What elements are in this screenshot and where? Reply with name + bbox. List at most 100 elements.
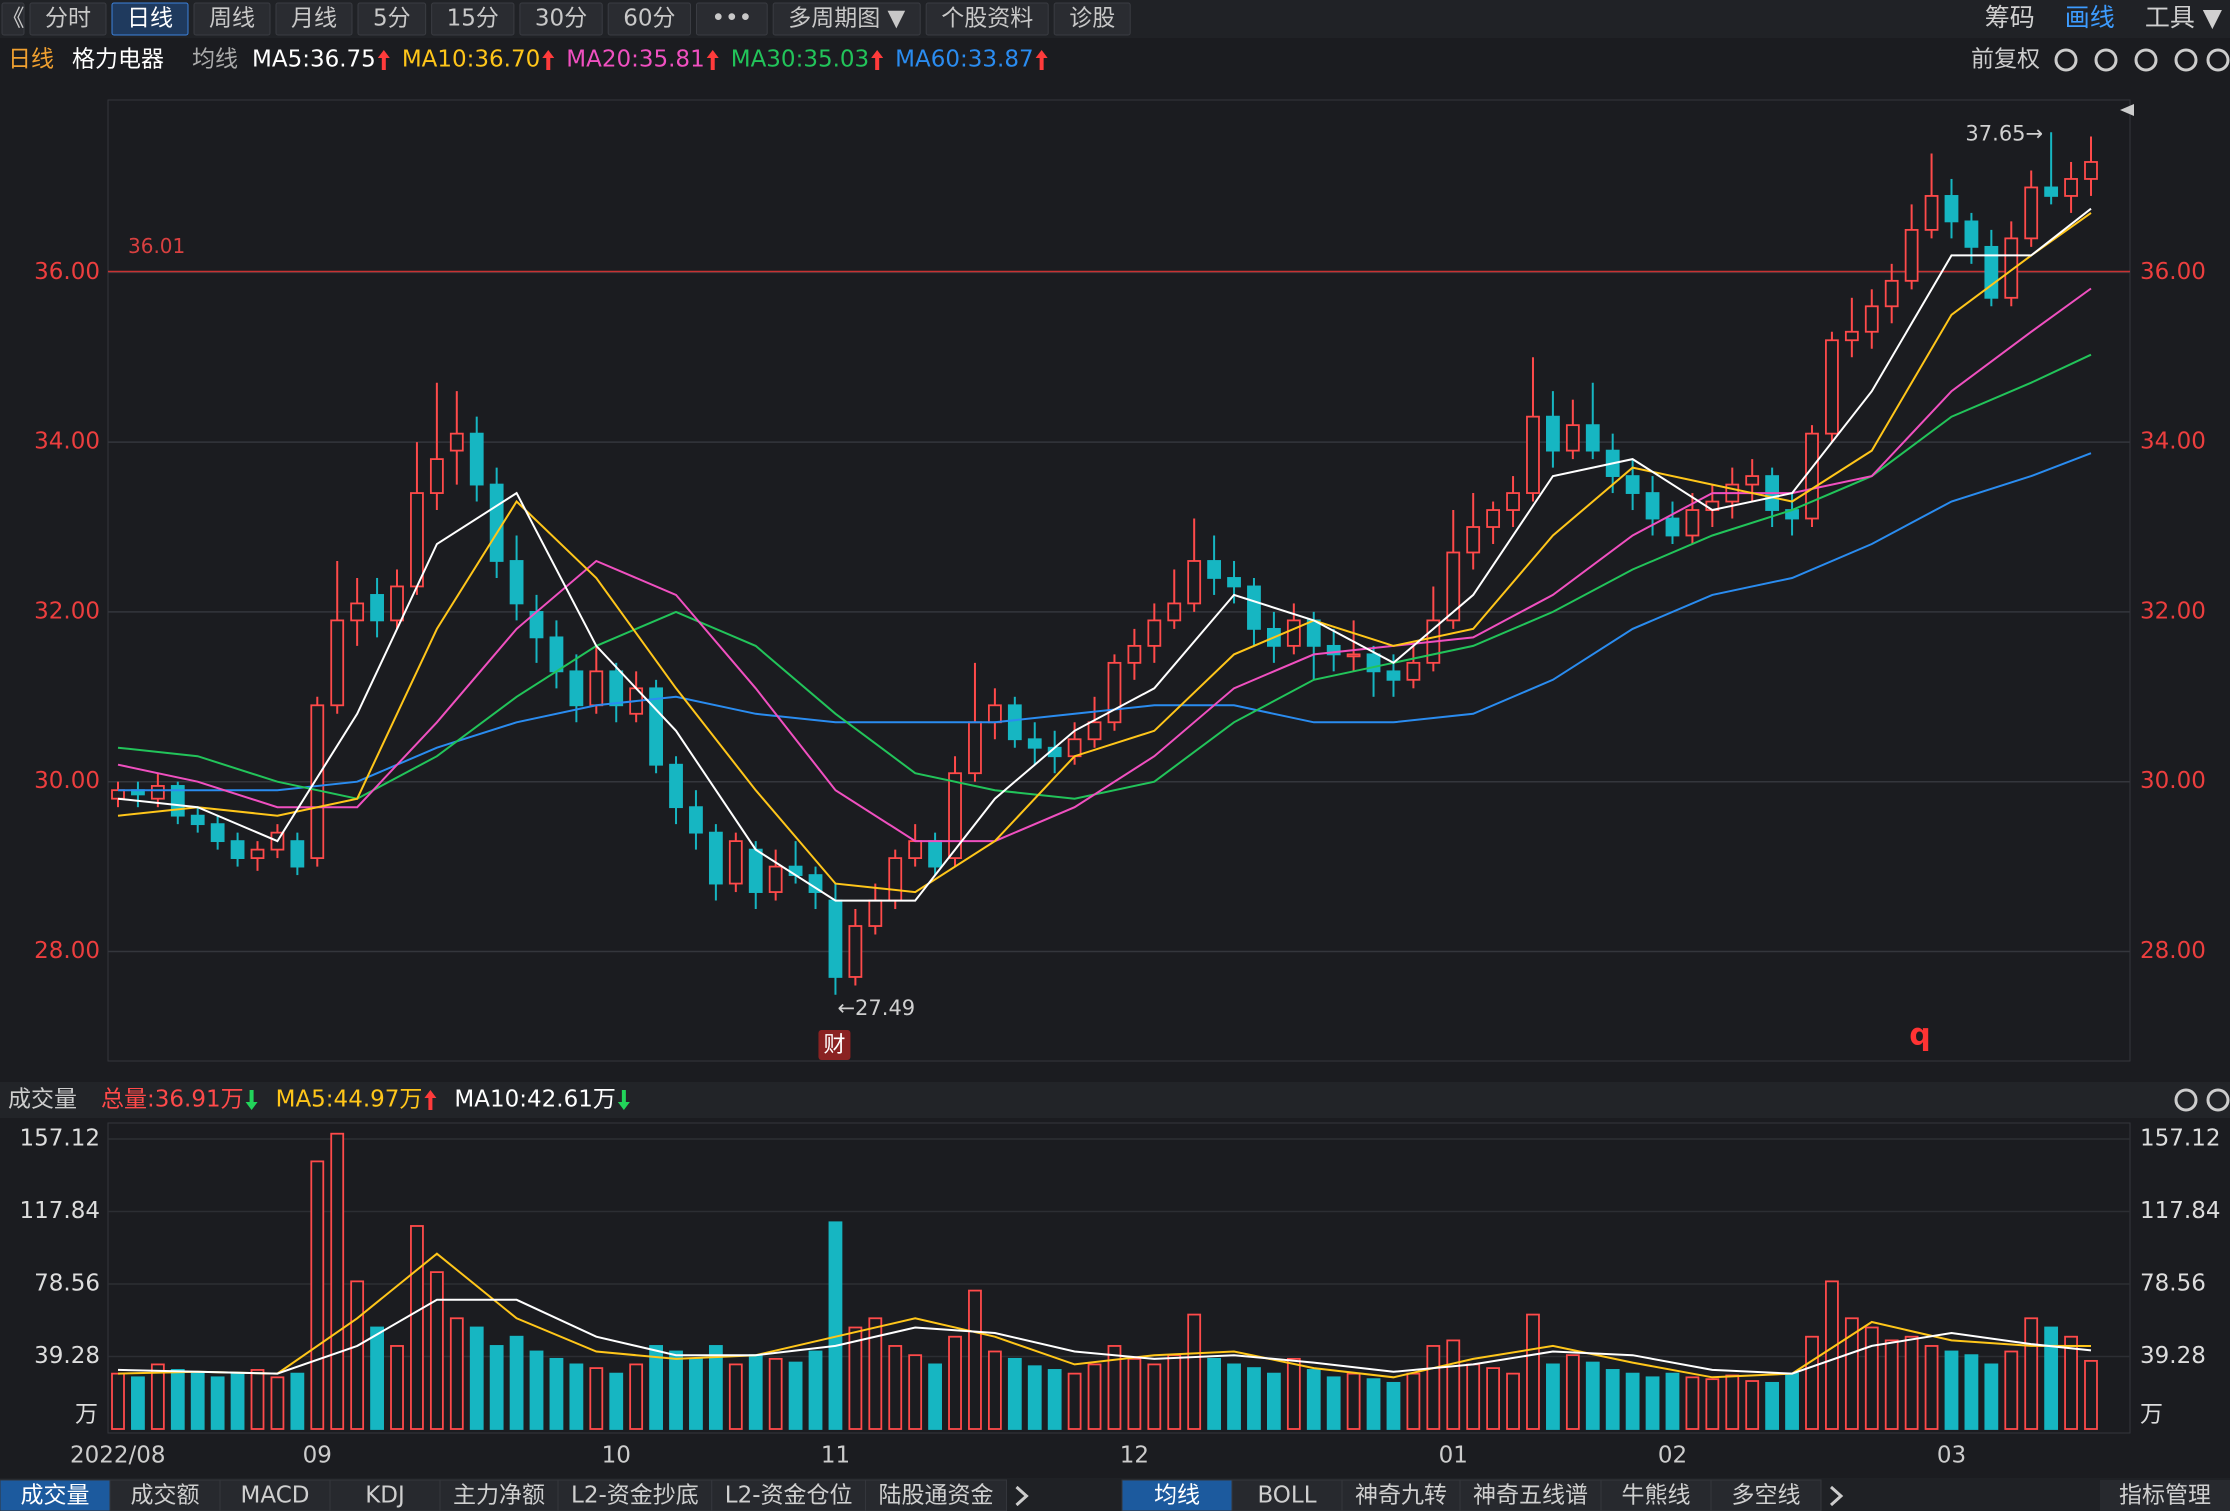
toolbar-button-label: 15分 — [447, 6, 499, 32]
indicator-tab-label[interactable]: L2-资金仓位 — [725, 1483, 853, 1509]
volume-bar — [1765, 1381, 1780, 1430]
indicator-tab[interactable] — [557, 1479, 713, 1511]
indicator-tab[interactable] — [0, 1479, 111, 1511]
header-icon[interactable] — [2134, 48, 2158, 72]
indicator-tab-label[interactable]: MACD — [241, 1483, 310, 1509]
toolbar-button[interactable] — [111, 2, 189, 36]
panel-icon[interactable] — [2174, 1088, 2198, 1112]
indicator-tab-label[interactable]: 主力净额 — [453, 1483, 545, 1509]
volume-bar — [390, 1345, 404, 1430]
ma-line — [117, 287, 2092, 843]
toolbar-button-label: 诊股 — [1069, 6, 1115, 32]
volume-bar — [1665, 1372, 1680, 1430]
candle-body — [1904, 228, 1919, 282]
indicator-tab-label[interactable]: 牛熊线 — [1622, 1483, 1691, 1509]
toolbar-button[interactable] — [519, 2, 603, 36]
toolbar-link[interactable]: 画线 — [2065, 3, 2115, 32]
candle-body — [1306, 619, 1321, 647]
indicator-tab-label[interactable]: 成交额 — [131, 1483, 200, 1509]
indicator-tab[interactable] — [865, 1479, 1007, 1511]
indicator-tab[interactable] — [1710, 1479, 1822, 1511]
indicator-tab[interactable] — [711, 1479, 866, 1511]
volume-bar — [1147, 1363, 1162, 1430]
volume-tick-label-right: 78.56 — [2140, 1271, 2206, 1297]
indicator-tab-label[interactable]: KDJ — [365, 1483, 405, 1509]
volume-unit-right: 万 — [2140, 1402, 2163, 1428]
price-panel — [107, 99, 2131, 1062]
header-icon[interactable] — [2094, 48, 2118, 72]
manage-button[interactable] — [2100, 1480, 2230, 1511]
volume-legend: MA10:42.61万 — [454, 1087, 615, 1113]
candle-body — [1645, 492, 1660, 520]
volume-bar — [1127, 1357, 1142, 1430]
indicator-tab-label[interactable]: 均线 — [1154, 1483, 1200, 1509]
toolbar-link[interactable]: 工具 ▼ — [2145, 3, 2223, 32]
indicator-tab-label[interactable]: 成交量 — [21, 1483, 90, 1509]
candle-body — [410, 492, 424, 588]
toolbar-button[interactable] — [193, 2, 271, 36]
indicator-tab-label[interactable]: BOLL — [1257, 1483, 1316, 1509]
volume-bar — [1685, 1376, 1700, 1430]
candle-body — [908, 840, 923, 860]
tab-scroll[interactable] — [1015, 1485, 1029, 1507]
volume-bar — [868, 1317, 883, 1430]
candle-body — [190, 814, 205, 826]
candle-body — [1167, 602, 1182, 622]
toolbar-button[interactable] — [29, 2, 107, 36]
event-badge-label[interactable]: 财 — [823, 1033, 845, 1058]
volume-bar — [449, 1317, 464, 1430]
candle-body — [589, 670, 604, 707]
candle-body — [2084, 161, 2098, 180]
candle-body — [1944, 195, 1959, 223]
candle-body — [1526, 415, 1540, 494]
x-tick-label: 10 — [602, 1443, 631, 1469]
candle-body — [1924, 195, 1939, 231]
manage-button-label[interactable]: 指标管理 — [2119, 1483, 2211, 1509]
indicator-tab[interactable] — [219, 1479, 331, 1511]
indicator-tab-label[interactable]: L2-资金抄底 — [571, 1483, 699, 1509]
indicator-tab[interactable] — [1231, 1479, 1343, 1511]
volume-bar — [1924, 1345, 1939, 1430]
candle-body — [370, 594, 384, 622]
header-icon[interactable] — [2054, 48, 2078, 72]
indicator-tab-label[interactable]: 神奇九转 — [1355, 1483, 1447, 1509]
volume-bar — [708, 1345, 723, 1430]
toolbar-button-label: 个股资料 — [941, 6, 1033, 32]
trend-arrow — [377, 50, 390, 70]
x-tick-label: 2022/08 — [70, 1443, 166, 1469]
indicator-tab-label[interactable]: 多空线 — [1732, 1483, 1801, 1509]
toolbar-button[interactable] — [1, 2, 25, 36]
toolbar-button[interactable] — [431, 2, 515, 36]
toolbar-button[interactable] — [275, 2, 353, 36]
y-tick-label: 32.00 — [34, 598, 100, 624]
header-icon[interactable] — [2174, 48, 2198, 72]
volume-bar — [948, 1335, 962, 1430]
volume-bar — [350, 1280, 365, 1430]
volume-bar — [848, 1326, 863, 1430]
indicator-tab[interactable] — [1600, 1479, 1712, 1511]
volume-bar — [1286, 1357, 1301, 1430]
candle-body — [330, 619, 345, 707]
panel-icon[interactable] — [2206, 1088, 2230, 1112]
volume-bar — [1625, 1372, 1640, 1430]
toolbar-button[interactable] — [357, 2, 427, 36]
volume-bar — [1506, 1372, 1520, 1430]
volume-bar — [1725, 1374, 1740, 1430]
candle-body — [1107, 661, 1122, 724]
toolbar-button[interactable] — [1053, 2, 1131, 36]
toolbar-link[interactable]: 筹码 — [1985, 3, 2035, 32]
toolbar-button[interactable] — [695, 2, 768, 36]
header-icon[interactable] — [2206, 48, 2230, 72]
indicator-tab-label[interactable]: 陆股通资金 — [879, 1483, 994, 1509]
toolbar-button[interactable] — [925, 2, 1049, 36]
tab-scroll[interactable] — [1829, 1485, 1844, 1507]
candle-body — [1864, 305, 1879, 333]
candle-body — [1625, 475, 1640, 494]
toolbar-button[interactable] — [772, 2, 921, 36]
toolbar-button[interactable] — [607, 2, 691, 36]
volume-bar — [1306, 1369, 1321, 1430]
adjust-label[interactable]: 前复权 — [1971, 47, 2040, 73]
indicator-tab[interactable] — [329, 1479, 441, 1511]
indicator-tab-label[interactable]: 神奇五线谱 — [1473, 1483, 1588, 1509]
event-badge[interactable] — [818, 1030, 851, 1060]
